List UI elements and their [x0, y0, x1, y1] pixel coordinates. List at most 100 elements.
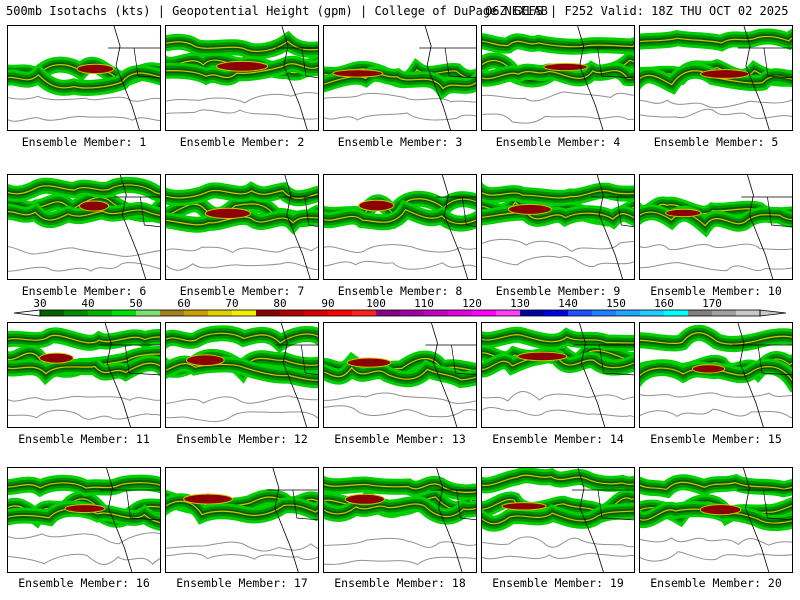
- colorbar-swatch: [400, 310, 425, 316]
- height-contour: [8, 246, 160, 257]
- ensemble-map-panel: [639, 25, 793, 131]
- colorbar-tick-label: 60: [177, 297, 191, 310]
- jet-streak-band: [640, 366, 792, 382]
- isotach-height-map: [324, 26, 476, 130]
- jet-streak-band: [640, 332, 792, 345]
- political-border: [737, 489, 792, 521]
- colorbar-swatch: [616, 310, 641, 316]
- colorbar-swatch: [352, 310, 377, 316]
- jet-core-max: [38, 352, 74, 364]
- height-contour: [640, 392, 792, 398]
- colorbar-swatch: [520, 310, 545, 316]
- colorbar-swatch: [712, 310, 737, 316]
- colorbar-swatch: [256, 310, 281, 316]
- isotach-height-map: [640, 468, 792, 572]
- height-contour: [482, 91, 634, 102]
- jet-core-max: [183, 493, 233, 505]
- ensemble-member-label: Ensemble Member: 4: [495, 135, 621, 149]
- political-border: [571, 47, 634, 79]
- height-contour: [166, 552, 318, 561]
- political-border: [425, 344, 476, 376]
- jet-streak-band: [166, 332, 318, 344]
- ensemble-map-panel: [639, 467, 793, 573]
- colorbar-tick-label: 140: [558, 297, 578, 310]
- political-border: [741, 196, 792, 228]
- colorbar-swatch: [184, 310, 209, 316]
- political-border: [114, 196, 160, 228]
- jet-core-max: [665, 208, 702, 218]
- political-border: [266, 489, 318, 521]
- colorbar-tick-label: 130: [510, 297, 530, 310]
- ensemble-member-label: Ensemble Member: 13: [334, 432, 466, 446]
- colorbar-swatch: [568, 310, 593, 316]
- coastline: [113, 26, 140, 130]
- coastline: [596, 175, 624, 279]
- political-border: [573, 344, 634, 376]
- colorbar-swatch: [208, 310, 233, 316]
- height-contour: [482, 255, 634, 268]
- jet-core-max: [332, 69, 384, 78]
- jet-streak-band: [8, 334, 160, 344]
- colorbar-tick-label: 90: [321, 297, 335, 310]
- isotach-height-map: [8, 26, 160, 130]
- ensemble-member-label: Ensemble Member: 16: [18, 576, 150, 590]
- isotach-height-map: [324, 323, 476, 427]
- coastline: [431, 323, 458, 427]
- political-border: [419, 47, 476, 79]
- height-contour: [324, 112, 476, 121]
- ensemble-map-panel: [165, 322, 319, 428]
- political-border: [436, 196, 476, 228]
- jet-core-max: [700, 69, 750, 79]
- height-contour: [8, 395, 160, 402]
- jet-streak-band: [8, 209, 160, 221]
- height-contour: [166, 541, 318, 552]
- colorbar-swatch: [688, 310, 713, 316]
- ensemble-map-panel: [7, 322, 161, 428]
- colorbar-swatch: [88, 310, 113, 316]
- isotach-height-map: [166, 26, 318, 130]
- height-contour: [324, 244, 476, 253]
- jet-streak-band: [482, 190, 634, 199]
- isotach-height-map: [482, 26, 634, 130]
- height-contour: [324, 392, 476, 404]
- isotach-height-map: [324, 468, 476, 572]
- height-contour: [640, 243, 792, 251]
- jet-streak-band: [8, 508, 160, 524]
- product-title: 500mb Isotachs (kts) | Geopotential Heig…: [6, 4, 548, 18]
- height-contour: [166, 262, 318, 271]
- coastline: [737, 323, 764, 427]
- ensemble-member-label: Ensemble Member: 1: [21, 135, 147, 149]
- political-border: [108, 47, 160, 79]
- colorbar-tick-label: 170: [702, 297, 722, 310]
- jet-streak-band: [166, 63, 318, 79]
- jet-streak-band: [640, 481, 792, 491]
- jet-streak-band: [482, 40, 634, 48]
- coastline: [441, 175, 469, 279]
- height-contour: [324, 537, 476, 548]
- height-contour: [166, 395, 318, 404]
- jet-streak-band: [640, 35, 792, 44]
- jet-streak-band: [324, 503, 476, 518]
- ensemble-member-label: Ensemble Member: 2: [179, 135, 305, 149]
- ensemble-map-panel: [323, 174, 477, 280]
- height-contour: [482, 536, 634, 548]
- jet-core-max: [344, 493, 386, 505]
- height-contour: [640, 537, 792, 546]
- jet-streak-band: [8, 362, 160, 375]
- height-contour: [8, 553, 160, 565]
- height-contour: [324, 92, 476, 103]
- colorbar-swatch: [376, 310, 401, 316]
- jet-core-max: [346, 357, 392, 368]
- map-header: 500mb Isotachs (kts) | Geopotential Heig…: [0, 0, 800, 22]
- ensemble-map-panel: [639, 322, 793, 428]
- height-contour: [8, 95, 160, 102]
- colorbar-swatch: [496, 310, 521, 316]
- colorbar-swatch: [64, 310, 89, 316]
- ensemble-member-label: Ensemble Member: 5: [653, 135, 779, 149]
- height-contour: [482, 407, 634, 418]
- ensemble-map-panel: [323, 467, 477, 573]
- colorbar-tick-label: 150: [606, 297, 626, 310]
- ensemble-map-panel: [481, 25, 635, 131]
- colorbar-swatch: [448, 310, 473, 316]
- height-contour: [640, 99, 792, 109]
